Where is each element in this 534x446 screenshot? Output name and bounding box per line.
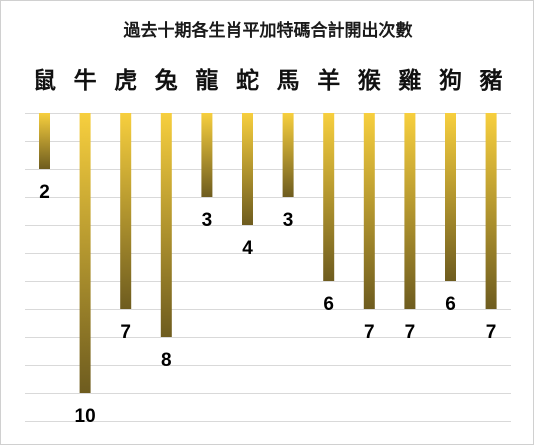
bar (323, 113, 335, 281)
category-label: 狗 (439, 67, 462, 94)
value-label: 7 (120, 322, 131, 343)
value-label: 3 (202, 210, 213, 231)
bar (242, 113, 253, 225)
chart-title: 過去十期各生肖平加特碼合計開出次數 (124, 20, 413, 41)
grid-layer (25, 113, 511, 422)
bar-layer (39, 113, 497, 393)
category-label: 鼠 (33, 67, 56, 94)
bar (485, 113, 497, 309)
value-label: 10 (75, 406, 96, 427)
category-label: 馬 (277, 67, 300, 94)
bar (404, 113, 416, 309)
value-label: 4 (242, 238, 253, 259)
category-label: 兔 (155, 67, 178, 94)
value-label: 7 (405, 322, 416, 343)
category-label: 猴 (358, 67, 382, 94)
value-label: 6 (445, 294, 456, 315)
category-label: 羊 (317, 67, 340, 94)
value-label: 7 (486, 322, 497, 343)
value-label: 6 (323, 294, 334, 315)
category-labels: 鼠牛虎兔龍蛇馬羊猴雞狗豬 (33, 67, 503, 94)
value-label: 3 (283, 210, 294, 231)
bar (79, 113, 91, 393)
bar (120, 113, 132, 309)
bar (282, 113, 294, 197)
value-labels: 2 10 7 8 3 4 3 6 7 7 6 7 (39, 182, 496, 427)
bar (201, 113, 213, 197)
category-label: 豬 (479, 67, 503, 94)
value-label: 7 (364, 322, 375, 343)
bar (160, 113, 172, 337)
category-label: 龍 (195, 67, 218, 94)
bar (445, 113, 456, 281)
category-label: 雞 (397, 67, 421, 94)
category-label: 虎 (114, 67, 137, 94)
category-label: 蛇 (236, 67, 259, 94)
bar (39, 113, 50, 169)
category-label: 牛 (74, 67, 97, 94)
bar (363, 113, 375, 309)
value-label: 8 (161, 350, 172, 371)
value-label: 2 (39, 182, 50, 203)
